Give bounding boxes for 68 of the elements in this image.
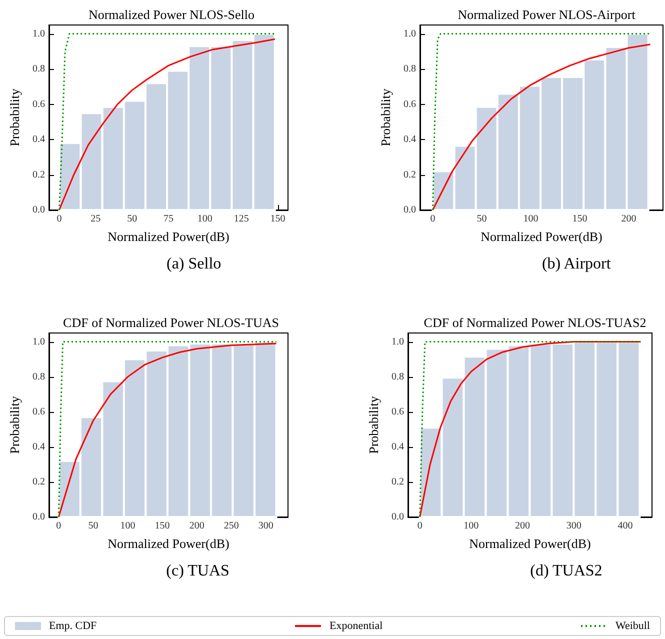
y-tick-label: 0.8 <box>32 64 45 75</box>
y-tick-label: 0.4 <box>392 441 404 452</box>
x-tick-label: 150 <box>572 214 588 224</box>
text: Emp. CDF <box>49 620 97 632</box>
y-axis-title: Probability <box>366 396 381 454</box>
x-tick-label: 200 <box>189 520 204 532</box>
y-tick-label: 1.0 <box>392 336 404 348</box>
y-tick-label: 0.6 <box>392 406 404 418</box>
y-tick-label: 0.8 <box>404 64 416 75</box>
x-tick-label: 200 <box>621 214 636 224</box>
y-tick-label: 0.6 <box>404 98 416 110</box>
x-axis-title: Normalized Power(dB) <box>108 536 230 551</box>
y-tick-label: 0.6 <box>32 98 45 110</box>
x-tick-label: 50 <box>476 214 487 224</box>
y-tick-label: 1.0 <box>32 336 45 348</box>
y-tick-label: 1.0 <box>32 28 45 40</box>
y-axis-title: Probability <box>7 396 22 454</box>
x-tick-label: 0 <box>56 520 62 532</box>
x-tick-label: 150 <box>270 214 286 224</box>
y-tick-label: 0.0 <box>32 204 45 216</box>
x-tick-label: 100 <box>464 520 479 532</box>
y-tick-label: 0.2 <box>32 476 45 488</box>
x-tick-label: 150 <box>154 520 170 532</box>
text: (b) Airport <box>542 256 612 272</box>
y-tick-label: 0.0 <box>392 512 404 522</box>
x-tick-label: 250 <box>224 520 239 532</box>
x-tick-label: 100 <box>197 214 212 224</box>
y-tick-label: 0.4 <box>32 441 45 452</box>
y-axis-title: Probability <box>7 88 22 146</box>
y-tick-label: 0.8 <box>392 371 404 382</box>
y-tick-label: 0.2 <box>392 476 404 488</box>
chart-title: CDF of Normalized Power NLOS-TUAS <box>63 315 279 330</box>
x-tick-label: 0 <box>430 214 436 224</box>
y-tick-label: 0.0 <box>32 512 45 522</box>
x-tick-label: 200 <box>515 520 530 532</box>
x-axis-title: Normalized Power(dB) <box>108 229 230 244</box>
text: (a) Sello <box>166 256 222 272</box>
x-tick-label: 125 <box>234 214 249 224</box>
y-tick-label: 0.2 <box>32 169 45 180</box>
x-tick-label: 300 <box>258 520 274 532</box>
x-axis-title: Normalized Power(dB) <box>480 229 602 244</box>
x-tick-label: 0 <box>56 214 62 224</box>
y-tick-label: 0.4 <box>404 134 416 146</box>
y-axis-title: Probability <box>378 88 393 146</box>
x-tick-label: 25 <box>90 214 101 224</box>
x-tick-label: 0 <box>417 520 422 532</box>
y-tick-label: 0.8 <box>32 371 45 382</box>
text: (c) TUAS <box>166 562 230 580</box>
x-tick-label: 50 <box>88 520 98 532</box>
chart-title: Normalized Power NLOS-Sello <box>88 7 255 22</box>
text: (d) TUAS2 <box>530 562 602 580</box>
legend-label: Weibull <box>615 620 650 632</box>
x-axis-title: Normalized Power(dB) <box>469 536 591 551</box>
y-tick-label: 1.0 <box>404 28 416 40</box>
x-tick-label: 400 <box>618 520 633 532</box>
x-tick-label: 100 <box>523 214 538 224</box>
chart-title: CDF of Normalized Power NLOS-TUAS2 <box>424 315 646 330</box>
y-tick-label: 0.0 <box>404 204 416 216</box>
y-tick-label: 0.6 <box>32 406 45 418</box>
x-tick-label: 100 <box>120 520 136 532</box>
y-tick-label: 0.2 <box>404 169 416 180</box>
chart-title: Normalized Power NLOS-Airport <box>458 7 636 22</box>
line-series <box>419 341 642 518</box>
x-tick-label: 300 <box>566 520 582 532</box>
legend-label: Exponential <box>329 620 383 632</box>
x-tick-label: 50 <box>127 214 138 224</box>
y-tick-label: 0.4 <box>32 134 45 146</box>
x-tick-label: 75 <box>164 214 174 224</box>
